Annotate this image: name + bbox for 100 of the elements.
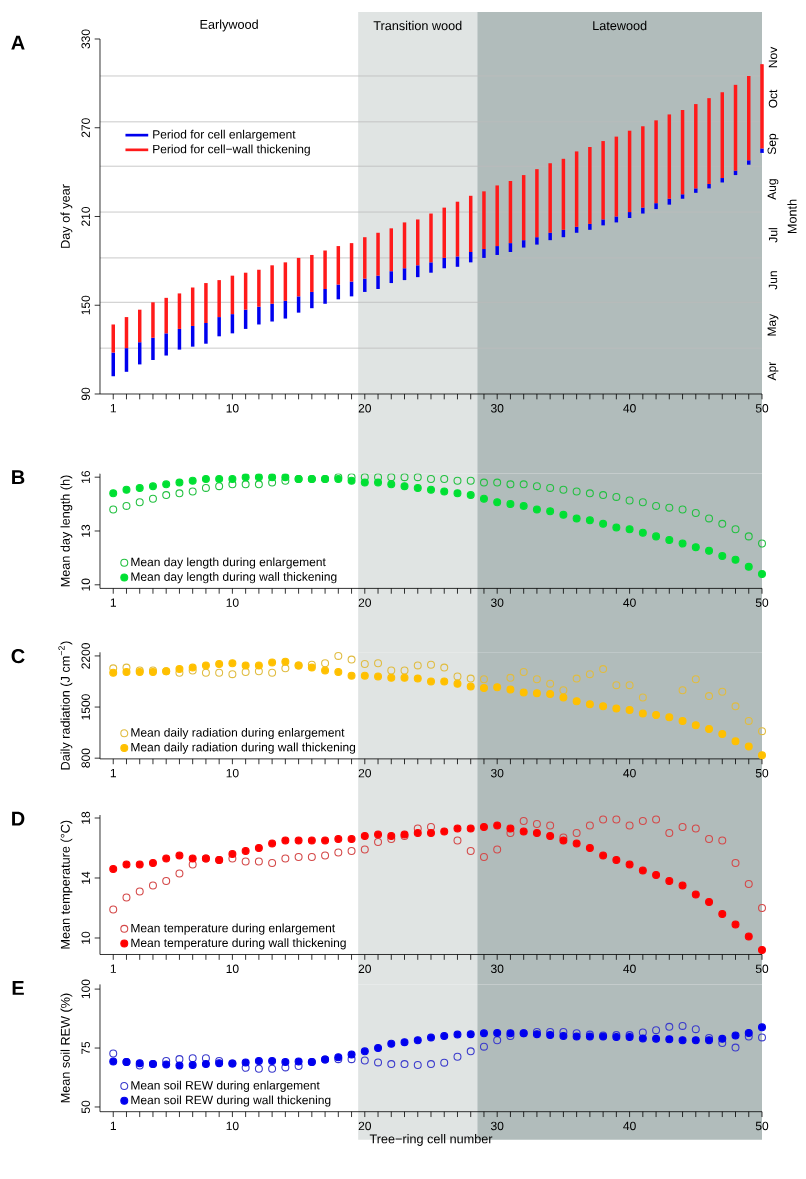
- point: [559, 1032, 568, 1041]
- point: [440, 474, 449, 483]
- point: [241, 846, 250, 856]
- point: [360, 671, 369, 680]
- point: [294, 1057, 303, 1066]
- point: [201, 1060, 210, 1069]
- point: [691, 543, 700, 552]
- point: [519, 668, 528, 677]
- point: [559, 693, 568, 702]
- point: [757, 570, 766, 579]
- point: [307, 852, 316, 861]
- point: [268, 1064, 277, 1073]
- y-tick-label: 18: [81, 811, 90, 824]
- point: [188, 854, 197, 863]
- y-tick-label: 150: [81, 295, 90, 315]
- x-tick-label: 30: [490, 598, 504, 607]
- x-tick-label: 40: [623, 964, 636, 974]
- y-tick-label: 13: [81, 524, 90, 537]
- point: [254, 667, 263, 676]
- point: [188, 487, 197, 496]
- point: [705, 897, 714, 906]
- x-tick-label: 1: [110, 768, 116, 778]
- point: [387, 473, 396, 482]
- point: [466, 824, 475, 833]
- point: [625, 681, 634, 690]
- point: [453, 1052, 462, 1061]
- point: [599, 519, 608, 528]
- point: [374, 1044, 383, 1053]
- point: [466, 491, 475, 500]
- point: [453, 824, 462, 833]
- point: [757, 945, 766, 954]
- point: [148, 494, 157, 503]
- x-tick-label: 50: [755, 598, 769, 607]
- point: [757, 727, 766, 736]
- point: [744, 742, 753, 751]
- x-tick-label: 20: [358, 964, 372, 974]
- point: [546, 821, 555, 830]
- point: [466, 682, 475, 691]
- point: [268, 478, 277, 487]
- point: [413, 661, 422, 670]
- point: [135, 483, 144, 492]
- point: [426, 829, 435, 838]
- point: [109, 905, 118, 914]
- point: [479, 822, 488, 832]
- point: [705, 724, 714, 733]
- point: [321, 666, 330, 675]
- point: [228, 474, 237, 483]
- x-tick-label: 10: [226, 404, 239, 413]
- point: [347, 1050, 356, 1059]
- point: [559, 485, 568, 494]
- point: [466, 846, 475, 856]
- x-tick-label: 20: [358, 404, 372, 413]
- point: [148, 858, 157, 867]
- point: [334, 651, 343, 660]
- point: [572, 514, 581, 523]
- point: [374, 478, 383, 487]
- point: [506, 673, 515, 682]
- point: [321, 836, 330, 845]
- point: [625, 496, 634, 505]
- point: [546, 831, 555, 841]
- point: [360, 1047, 369, 1056]
- point: [519, 688, 528, 697]
- point: [321, 659, 330, 668]
- point: [109, 668, 118, 677]
- point: [453, 489, 462, 498]
- legend-label: Mean soil REW during wall thickening: [131, 1095, 331, 1107]
- point: [744, 1028, 753, 1037]
- point: [387, 480, 396, 489]
- legend-label: Mean soil REW during enlargement: [131, 1080, 320, 1092]
- legend-label: Mean daily radiation during wall thickening: [131, 742, 356, 754]
- point: [532, 689, 541, 698]
- point: [281, 657, 290, 666]
- point: [718, 687, 727, 696]
- point: [188, 476, 197, 485]
- point: [638, 693, 647, 702]
- band-label: Earlywood: [200, 19, 258, 32]
- y-tick-label: 90: [81, 387, 90, 401]
- point: [440, 827, 449, 836]
- point: [228, 670, 237, 679]
- point: [599, 815, 608, 824]
- point: [122, 893, 131, 902]
- point: [360, 845, 369, 854]
- x-tick-label: 20: [358, 598, 372, 607]
- point: [360, 659, 369, 668]
- point: [254, 857, 263, 866]
- point: [281, 854, 290, 863]
- point: [440, 1032, 449, 1041]
- point: [638, 1028, 647, 1037]
- point: [678, 686, 687, 695]
- point: [254, 1064, 263, 1073]
- point: [625, 860, 634, 869]
- point: [254, 473, 263, 482]
- point: [572, 697, 581, 706]
- y-tick-label: 16: [81, 471, 90, 483]
- point: [162, 876, 171, 885]
- point: [652, 870, 661, 879]
- point: [506, 824, 515, 833]
- point: [638, 1034, 647, 1043]
- point: [440, 487, 449, 496]
- x-tick-label: 50: [755, 768, 769, 778]
